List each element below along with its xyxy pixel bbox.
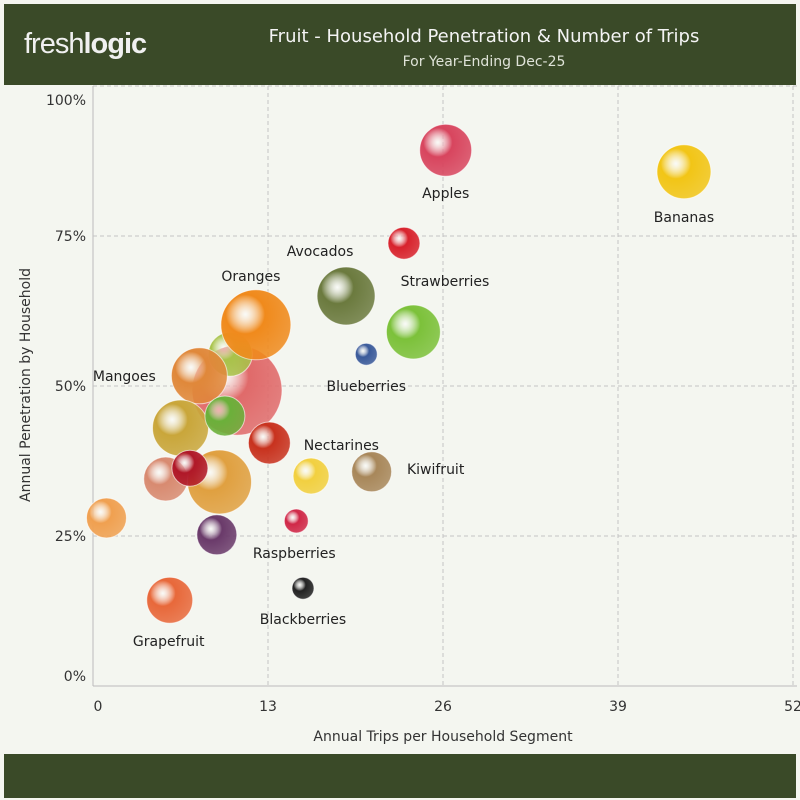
bubble-oranges <box>220 289 292 361</box>
bubble-unlabeled <box>85 497 127 539</box>
label-mangoes: Mangoes <box>93 369 156 385</box>
bubble-apples <box>419 123 473 177</box>
tick-labels: 0 13 26 39 52 0% 25% 50% 75% 100% <box>46 93 800 715</box>
label-bananas: Bananas <box>654 210 714 226</box>
chart-title: Fruit - Household Penetration & Number o… <box>268 26 700 47</box>
y-tick-label: 0% <box>64 669 86 685</box>
label-apples: Apples <box>422 186 469 202</box>
bubble-unlabeled <box>196 514 238 556</box>
bubble-nectarines <box>247 421 291 465</box>
y-tick-label: 75% <box>55 229 86 245</box>
bubble-grapefruit <box>146 576 194 624</box>
label-blackberries: Blackberries <box>260 612 346 628</box>
label-grapefruit: Grapefruit <box>133 634 205 650</box>
chart-subtitle: For Year-Ending Dec-25 <box>402 54 566 70</box>
gridlines <box>92 85 797 687</box>
bubble-unlabeled <box>171 449 209 487</box>
label-nectarines: Nectarines <box>304 438 379 454</box>
label-strawberries: Strawberries <box>401 274 490 290</box>
logo-light: fresh <box>24 28 84 60</box>
bubble-avocados <box>316 266 376 326</box>
x-axis-title: Annual Trips per Household Segment <box>313 729 573 745</box>
bubble-blackberries <box>291 576 315 600</box>
bubble-unlabeled <box>385 304 441 360</box>
bubble-unlabeled <box>292 457 330 495</box>
bubble-blueberries <box>354 342 378 366</box>
label-avocados: Avocados <box>287 244 354 260</box>
bubble-unlabeled <box>152 399 209 457</box>
x-tick-label: 13 <box>259 699 277 715</box>
bubble-bananas <box>656 144 712 200</box>
bubble-mangoes <box>170 347 228 405</box>
footer <box>4 754 796 798</box>
x-tick-label: 39 <box>609 699 627 715</box>
y-tick-label: 25% <box>55 529 86 545</box>
x-tick-label: 26 <box>434 699 452 715</box>
freshlogic-logo: freshlogic <box>24 28 147 61</box>
y-tick-label: 100% <box>46 93 86 109</box>
header: freshlogic Fruit - Household Penetration… <box>4 4 796 85</box>
bubble-unlabeled <box>204 395 246 437</box>
bubble-strawberries <box>387 226 421 260</box>
point-labels: Bananas Apples Strawberries Avocados Blueber… <box>93 186 714 650</box>
y-tick-label: 50% <box>55 379 86 395</box>
label-blueberries: Blueberries <box>326 379 406 395</box>
label-kiwifruit: Kiwifruit <box>407 462 465 478</box>
bubbles <box>85 123 712 624</box>
x-tick-label: 0 <box>94 699 103 715</box>
y-axis-title: Annual Penetration by Household <box>18 268 34 502</box>
bubble-kiwifruit <box>351 451 393 493</box>
bubble-raspberries <box>283 508 309 534</box>
logo-bold: logic <box>83 28 147 60</box>
label-raspberries: Raspberries <box>253 546 336 562</box>
label-oranges: Oranges <box>221 269 280 285</box>
x-tick-label: 52 <box>784 699 800 715</box>
